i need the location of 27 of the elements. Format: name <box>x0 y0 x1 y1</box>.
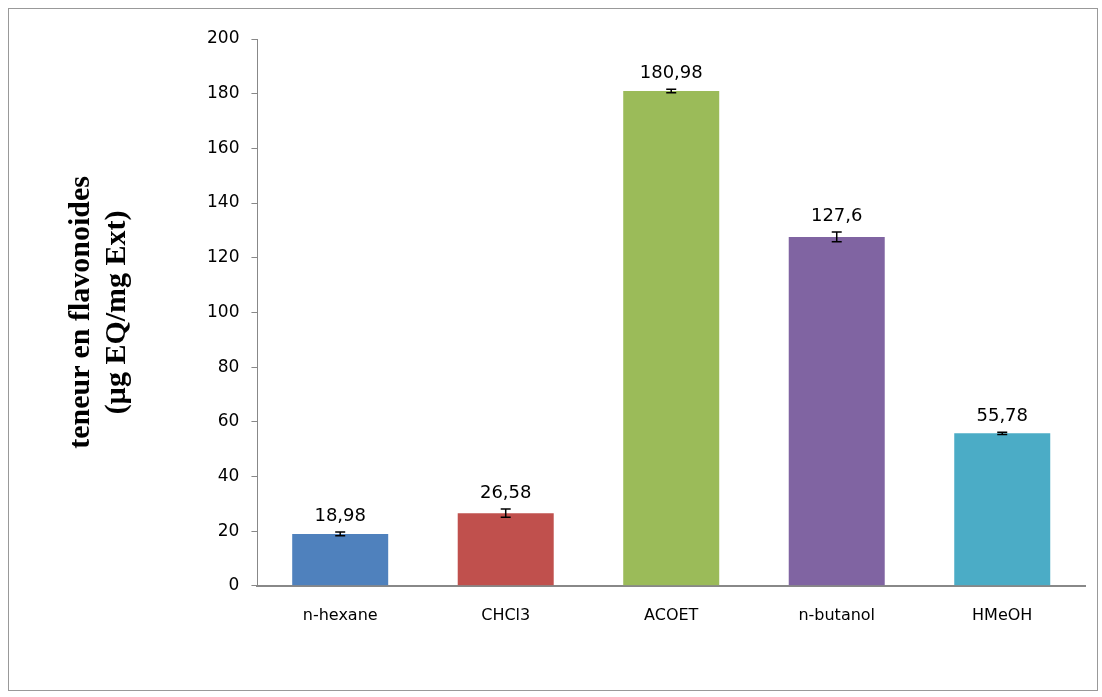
y-tick-label: 100 <box>206 300 240 321</box>
data-label: 18,98 <box>314 503 366 525</box>
y-tick-label: 120 <box>206 246 240 267</box>
x-tick-label: HMeOH <box>972 604 1033 624</box>
x-tick-label: n-hexane <box>302 604 378 624</box>
y-tick-label: 200 <box>206 27 240 48</box>
y-tick-label: 20 <box>217 519 240 540</box>
y-tick-label: 80 <box>217 355 240 376</box>
data-label: 180,98 <box>639 61 703 83</box>
bar <box>954 433 1051 586</box>
y-tick-label: 160 <box>206 136 240 157</box>
y-tick-label: 180 <box>206 82 240 103</box>
y-axis-title: teneur en flavonoides (µg EQ/mg Ext) <box>61 176 132 449</box>
data-label: 26,58 <box>479 480 532 502</box>
bar <box>457 513 554 586</box>
x-tick-label: CHCl3 <box>481 604 531 624</box>
bar <box>292 533 389 586</box>
x-tick-label: ACOET <box>644 604 699 624</box>
y-tick-label: 40 <box>217 464 240 485</box>
bar <box>623 91 720 586</box>
y-tick-label: 0 <box>228 574 240 595</box>
x-tick-label: n-butanol <box>798 604 876 624</box>
y-tick-label: 140 <box>206 191 240 212</box>
y-tick-label: 60 <box>217 410 240 431</box>
bar <box>788 236 885 586</box>
data-label: 127,6 <box>810 203 863 225</box>
data-label: 55,78 <box>976 403 1029 425</box>
